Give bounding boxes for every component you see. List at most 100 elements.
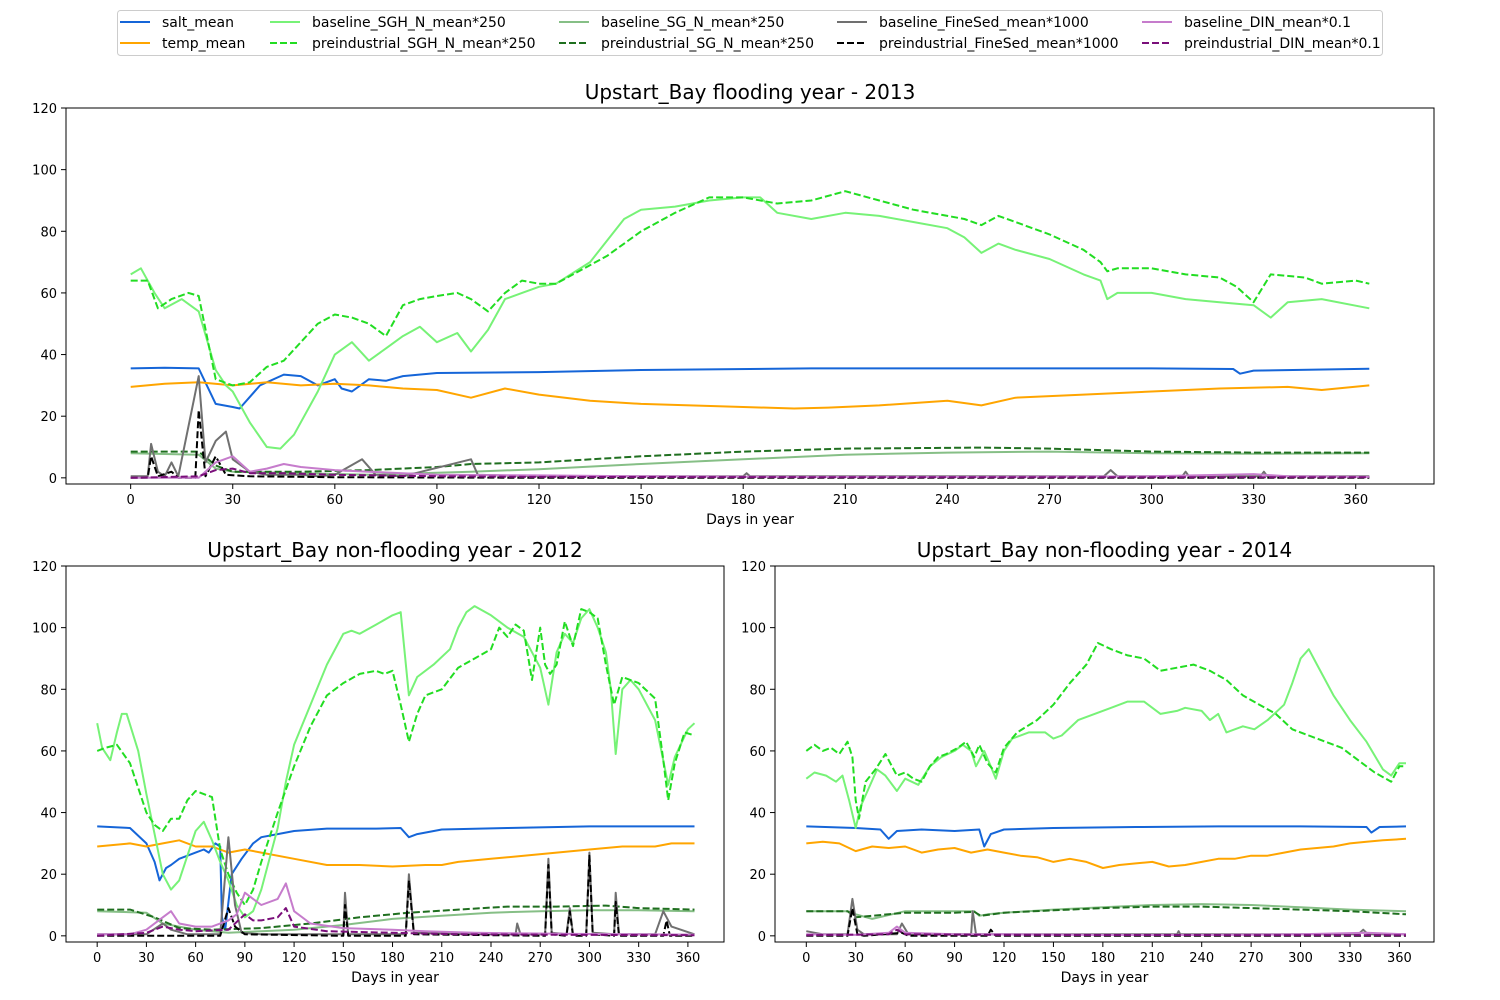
x-axis-label: Days in year	[1061, 970, 1149, 986]
series-line-preindustrial-din-mean-0-1	[806, 928, 1407, 937]
series-line-baseline-finesed-mean-1000	[97, 836, 695, 936]
x-tick-label: 300	[1288, 951, 1313, 966]
y-tick-label: 100	[32, 622, 57, 637]
legend-label: temp_mean	[162, 36, 245, 52]
y-tick-label: 40	[40, 349, 57, 364]
y-tick-label: 120	[32, 560, 57, 575]
series-line-preindustrial-sg-n-mean-250	[806, 905, 1407, 919]
y-tick-label: 80	[40, 683, 57, 698]
x-tick-label: 360	[1387, 951, 1412, 966]
legend-item-preindustrial-finesed-mean-1000: preindustrial_FineSed_mean*1000	[837, 36, 1119, 52]
series-line-salt-mean	[130, 366, 1370, 410]
legend-label: preindustrial_SG_N_mean*250	[601, 36, 814, 52]
series-line-preindustrial-sgh-n-mean-250	[96, 608, 695, 906]
plot-frame	[65, 565, 725, 943]
series-line-baseline-finesed-mean-1000	[130, 375, 1370, 478]
series-group	[96, 605, 696, 937]
x-tick-label: 210	[1140, 951, 1165, 966]
y-tick-label: 40	[749, 807, 766, 822]
series-line-salt-mean	[806, 825, 1407, 848]
legend-box	[117, 10, 1383, 56]
x-tick-label: 360	[675, 951, 700, 966]
legend-item-baseline-sg-n-mean-250: baseline_SG_N_mean*250	[559, 15, 784, 31]
y-tick-label: 60	[749, 745, 766, 760]
x-axis-label: Days in year	[351, 970, 439, 986]
y-tick-label: 80	[749, 683, 766, 698]
y-tick-label: 20	[749, 868, 766, 883]
x-axis-label: Days in year	[706, 512, 794, 528]
y-tick-label: 60	[40, 287, 57, 302]
chart-non-flooding-2012: Upstart_Bay non-flooding year - 2012 0 30 6…	[32, 538, 725, 986]
series-line-preindustrial-sgh-n-mean-250	[805, 642, 1406, 820]
series-line-preindustrial-din-mean-0-1	[130, 467, 1370, 479]
x-tick-label: 30	[224, 493, 241, 508]
legend-label: baseline_SGH_N_mean*250	[312, 15, 506, 31]
y-tick-label: 0	[49, 930, 57, 945]
series-line-temp-mean	[806, 837, 1407, 869]
legend-item-baseline-finesed-mean-1000: baseline_FineSed_mean*1000	[837, 15, 1089, 31]
x-tick-label: 90	[946, 951, 963, 966]
legend-label: preindustrial_SGH_N_mean*250	[312, 36, 536, 52]
y-tick-label: 20	[40, 868, 57, 883]
x-tick-label: 180	[731, 493, 756, 508]
chart-non-flooding-2014: Upstart_Bay non-flooding year - 2014 0 30 6…	[741, 538, 1435, 986]
series-line-preindustrial-sgh-n-mean-250	[130, 190, 1370, 387]
x-tick-label: 330	[1241, 493, 1266, 508]
x-tick-label: 120	[282, 951, 307, 966]
y-tick-label: 0	[758, 930, 766, 945]
x-tick-label: 30	[138, 951, 155, 966]
y-tick-label: 120	[741, 560, 766, 575]
series-line-preindustrial-finesed-mean-1000	[97, 854, 695, 937]
series-line-baseline-sg-n-mean-250	[806, 903, 1407, 920]
x-tick-label: 90	[429, 493, 446, 508]
x-tick-label: 240	[935, 493, 960, 508]
plot-frame	[65, 107, 1435, 485]
x-tick-label: 60	[187, 951, 204, 966]
y-tick-label: 20	[40, 410, 57, 425]
x-tick-label: 120	[527, 493, 552, 508]
series-line-baseline-sgh-n-mean-250	[96, 605, 696, 919]
y-tick-label: 0	[49, 472, 57, 487]
legend-label: preindustrial_FineSed_mean*1000	[879, 36, 1119, 52]
x-tick-label: 270	[1239, 951, 1264, 966]
x-tick-label: 330	[626, 951, 651, 966]
x-tick-label: 210	[429, 951, 454, 966]
series-line-preindustrial-sg-n-mean-250	[97, 904, 695, 931]
chart-flooding-2013: Upstart_Bay flooding year - 2013 0 30 60 90 1…	[32, 80, 1435, 528]
x-tick-label: 270	[528, 951, 553, 966]
x-tick-label: 150	[1041, 951, 1066, 966]
x-tick-label: 120	[992, 951, 1017, 966]
x-tick-label: 300	[1139, 493, 1164, 508]
x-tick-label: 60	[327, 493, 344, 508]
legend-item-preindustrial-sgh-n-mean-250: preindustrial_SGH_N_mean*250	[270, 36, 536, 52]
x-tick-label: 150	[629, 493, 654, 508]
series-line-preindustrial-finesed-mean-1000	[806, 907, 1406, 937]
series-group	[130, 190, 1370, 479]
series-line-preindustrial-finesed-mean-1000	[130, 409, 1370, 479]
x-tick-label: 300	[577, 951, 602, 966]
series-line-temp-mean	[97, 839, 695, 868]
x-tick-label: 0	[802, 951, 810, 966]
legend-label: baseline_SG_N_mean*250	[601, 15, 784, 31]
legend-item-baseline-din-mean-0-1: baseline_DIN_mean*0.1	[1142, 15, 1351, 31]
legend-item-preindustrial-din-mean-0-1: preindustrial_DIN_mean*0.1	[1142, 36, 1381, 52]
legend-label: baseline_FineSed_mean*1000	[879, 15, 1089, 31]
x-tick-label: 60	[897, 951, 914, 966]
y-tick-label: 120	[32, 102, 57, 117]
series-line-preindustrial-sg-n-mean-250	[130, 446, 1370, 473]
legend: salt_mean temp_mean baseline_SGH_N_mean*25…	[117, 10, 1383, 56]
y-tick-label: 80	[40, 225, 57, 240]
legend-label: preindustrial_DIN_mean*0.1	[1184, 36, 1381, 52]
x-tick-label: 0	[93, 951, 101, 966]
legend-label: baseline_DIN_mean*0.1	[1184, 15, 1351, 31]
x-tick-label: 270	[1037, 493, 1062, 508]
chart-title: Upstart_Bay flooding year - 2013	[585, 80, 916, 104]
legend-label: salt_mean	[162, 15, 234, 31]
y-tick-label: 40	[40, 807, 57, 822]
series-line-preindustrial-din-mean-0-1	[97, 907, 695, 937]
series-line-baseline-din-mean-0-1	[97, 882, 695, 936]
series-group	[805, 642, 1407, 937]
x-tick-label: 360	[1343, 493, 1368, 508]
series-line-baseline-sgh-n-mean-250	[130, 196, 1370, 450]
